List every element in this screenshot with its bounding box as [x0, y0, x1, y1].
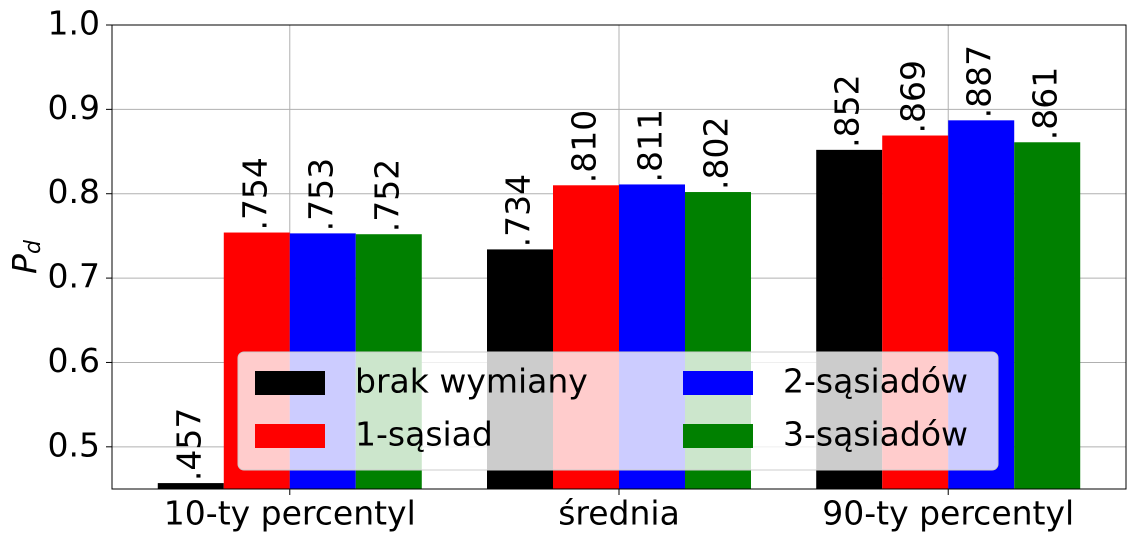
y-axis-label: Pd: [5, 239, 47, 274]
y-tick-label: 0.8: [48, 172, 100, 211]
value-label: .869: [894, 60, 933, 133]
bar: [1014, 142, 1081, 490]
value-label: .753: [301, 158, 340, 231]
legend-label: brak wymiany: [355, 362, 588, 401]
y-tick-label: 1.0: [48, 4, 100, 43]
value-label: .852: [828, 74, 867, 147]
x-tick-label: średnia: [558, 494, 680, 533]
value-label: .754: [235, 157, 274, 230]
y-tick-label: 0.6: [48, 341, 100, 380]
value-label: .752: [367, 159, 406, 232]
y-tick-label: 0.9: [48, 88, 100, 127]
x-tick-label: 10-ty percentyl: [164, 494, 416, 533]
legend-label: 1-sąsiad: [355, 415, 493, 454]
legend-box: [237, 351, 999, 471]
value-label: .861: [1026, 67, 1065, 140]
legend-swatch: [683, 371, 753, 395]
value-label: .734: [499, 174, 538, 247]
value-label: .811: [631, 109, 670, 182]
legend-label: 2-sąsiadów: [783, 362, 968, 401]
y-tick-label: 0.7: [48, 257, 100, 296]
legend-label: 3-sąsiadów: [783, 415, 968, 454]
legend-swatch: [683, 424, 753, 448]
plot-frame: [111, 24, 1127, 490]
value-label: .810: [565, 110, 604, 183]
bar: [157, 483, 224, 489]
y-tick-label: 0.5: [48, 425, 100, 464]
value-label: .887: [960, 45, 999, 118]
legend: brak wymiany 1-sąsiad 2-sąsiadów 3-sąsiadów: [237, 351, 999, 471]
value-label: .802: [697, 117, 736, 190]
y-label-sub: d: [21, 239, 46, 254]
y-label-main: P: [5, 254, 44, 274]
legend-swatch: [255, 424, 325, 448]
legend-swatch: [255, 371, 325, 395]
value-label: .457: [169, 408, 208, 481]
x-tick-label: 90-ty percentyl: [822, 494, 1074, 533]
